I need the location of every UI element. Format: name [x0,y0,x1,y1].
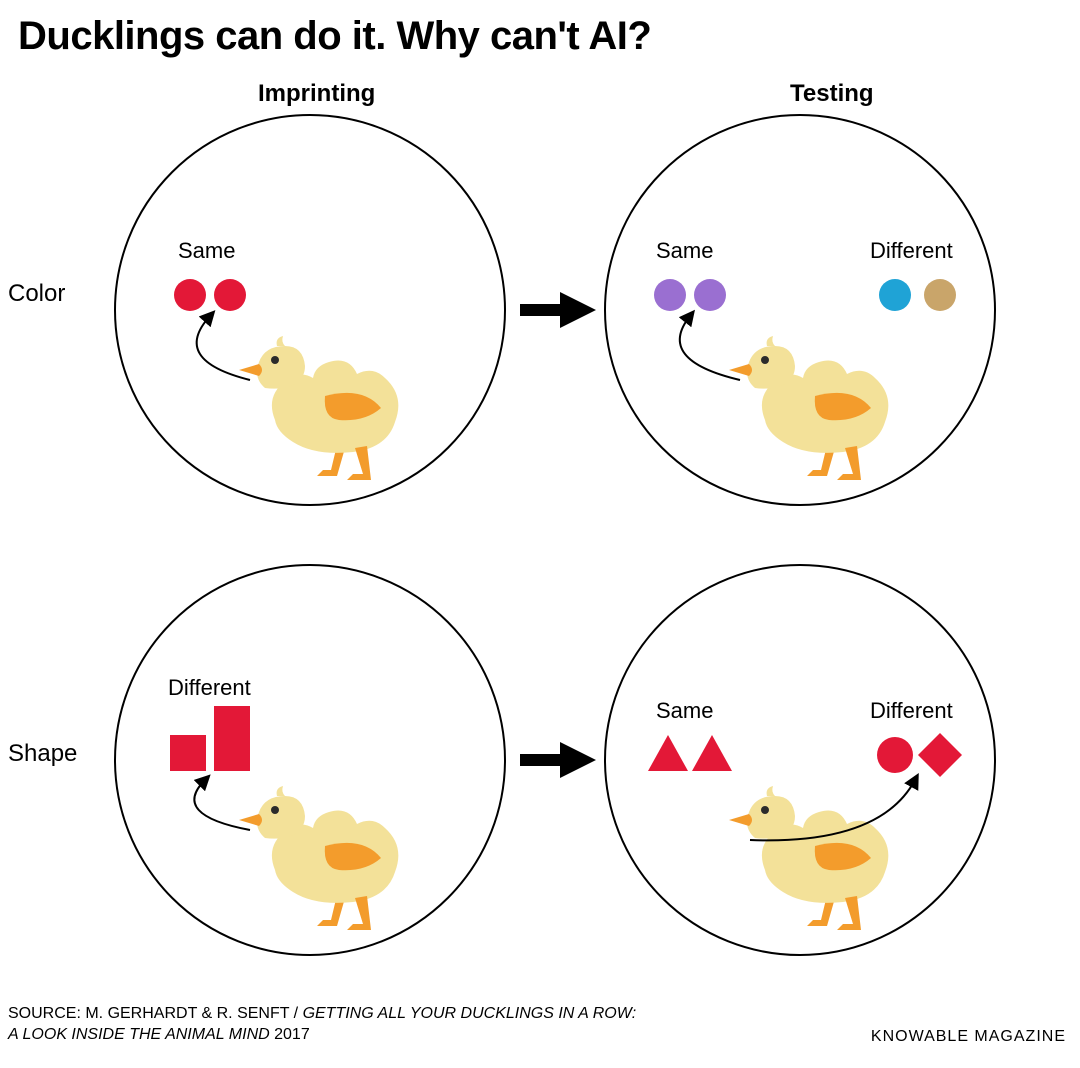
footer-source-prefix: SOURCE: M. GERHARDT & R. SENFT / [8,1005,303,1022]
stim-shape-imprint-a [170,735,206,771]
stim-shape-test-diff-a [877,737,913,773]
duckling-shape-imprint [239,786,398,930]
stim-shape-test-diff-b [918,733,962,777]
stim-shape-test-same-b [692,735,732,771]
duckling-shape-test [729,786,888,930]
stim-color-imprint-b [214,279,246,311]
follow-curve-shape-imprint [194,780,250,830]
stim-color-test-same-b [694,279,726,311]
stim-color-test-diff-b [924,279,956,311]
label-color-imprint-same: Same [178,238,235,263]
stim-color-test-same-a [654,279,686,311]
label-shape-imprint-different: Different [168,675,251,700]
arrow-row-shape [520,742,596,778]
infographic-canvas: Ducklings can do it. Why can't AI? Impri… [0,0,1080,1068]
diagram-svg: Same Same Different Different Same Diffe… [0,0,1080,1068]
footer-magazine: KNOWABLE MAGAZINE [871,1028,1066,1046]
label-shape-test-different: Different [870,698,953,723]
label-color-test-different: Different [870,238,953,263]
footer-source-year: 2017 [270,1026,310,1043]
stim-shape-test-same-a [648,735,688,771]
stim-color-test-diff-a [879,279,911,311]
label-shape-test-same: Same [656,698,713,723]
stim-shape-imprint-b [214,706,250,771]
label-color-test-same: Same [656,238,713,263]
duckling-color-imprint [239,336,398,480]
stim-color-imprint-a [174,279,206,311]
arrow-row-color [520,292,596,328]
duckling-color-test [729,336,888,480]
footer-source: SOURCE: M. GERHARDT & R. SENFT / GETTING… [8,1003,636,1046]
